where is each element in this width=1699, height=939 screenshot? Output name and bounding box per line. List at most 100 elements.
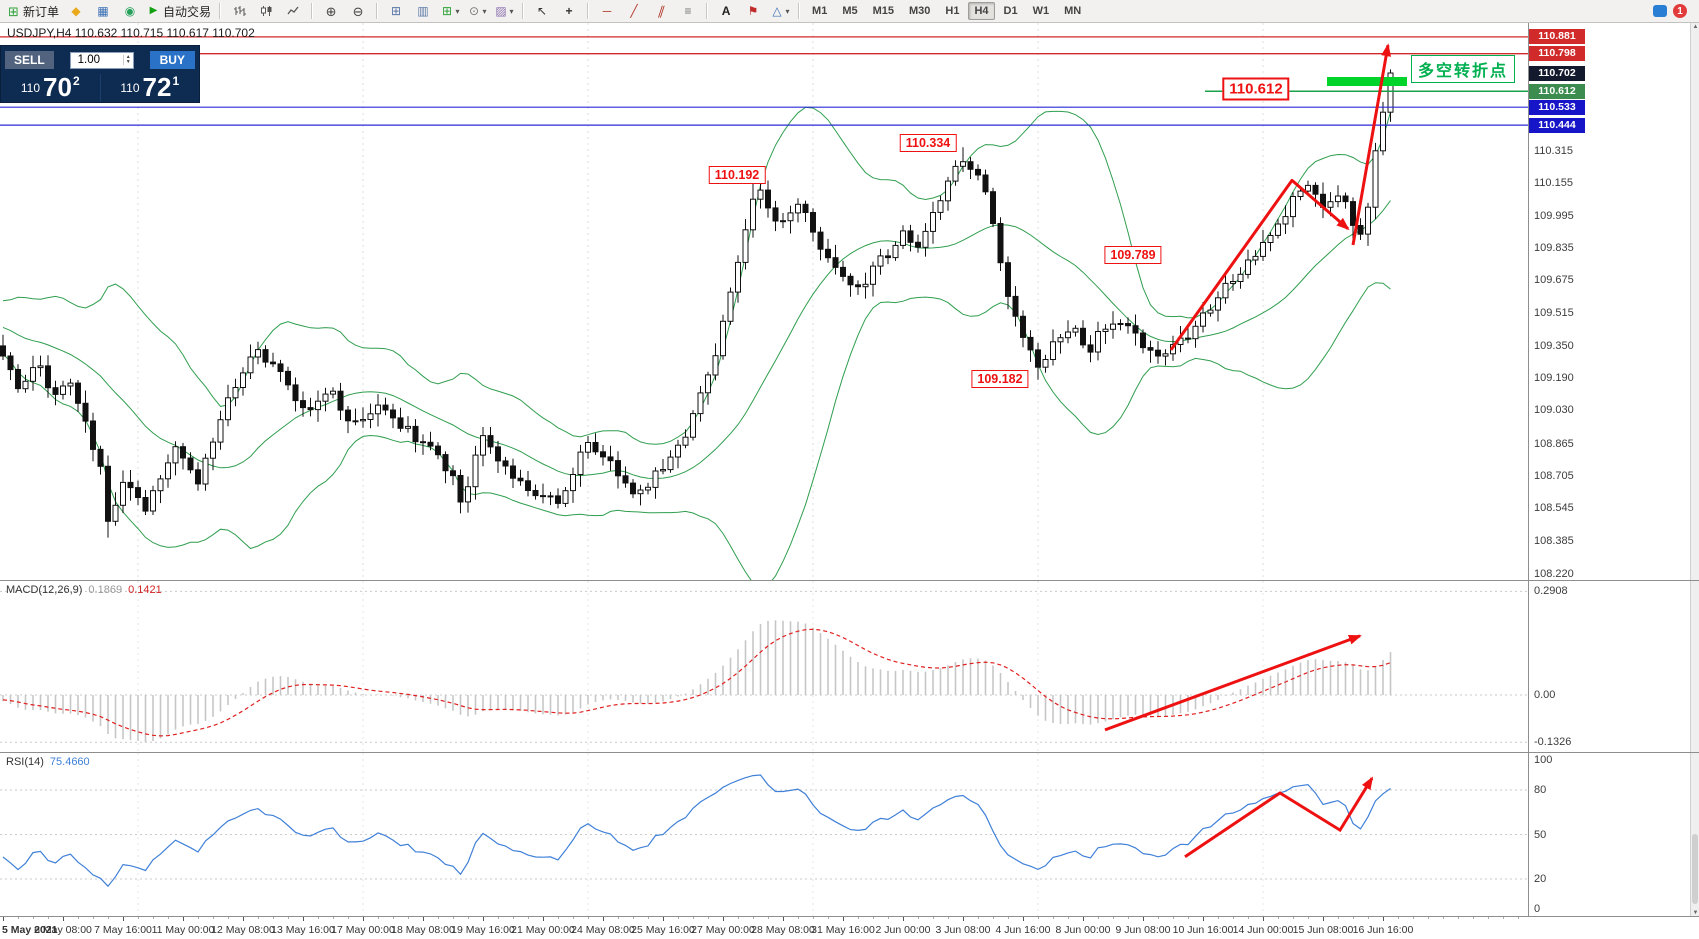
time-minor-tick — [1458, 917, 1459, 919]
timeframe-mn-button[interactable]: MN — [1064, 5, 1082, 17]
vertical-scrollbar[interactable]: ▲ ▼ — [1690, 23, 1699, 916]
new-order-button[interactable]: ⊞ 新订单 — [4, 2, 62, 21]
time-minor-tick — [948, 917, 949, 919]
scrollbar-thumb[interactable] — [1692, 834, 1698, 904]
time-tick — [783, 917, 784, 921]
time-minor-tick — [873, 917, 874, 919]
macd-trend-arrow[interactable] — [1104, 634, 1362, 732]
market-button[interactable]: ◆ — [63, 2, 89, 21]
time-minor-tick — [1038, 917, 1039, 919]
community-icon[interactable] — [1653, 5, 1667, 17]
time-axis-label: 13 May 16:00 — [271, 924, 335, 936]
time-minor-tick — [1368, 917, 1369, 919]
toolbar-separator — [522, 3, 525, 19]
time-tick — [603, 917, 604, 921]
macd-signal-line[interactable] — [2, 628, 1391, 737]
time-minor-tick — [273, 917, 274, 919]
sell-price-prefix: 110 — [20, 81, 41, 95]
templates-button[interactable]: ▨ ▾ — [491, 2, 517, 21]
time-tick — [1083, 917, 1084, 921]
time-minor-tick — [1428, 917, 1429, 919]
time-minor-tick — [108, 917, 109, 919]
time-minor-tick — [1218, 917, 1219, 919]
text-icon: A — [721, 4, 731, 18]
rsi-line[interactable] — [2, 774, 1391, 888]
time-minor-tick — [1338, 917, 1339, 919]
channel-button[interactable]: ∥ — [648, 2, 674, 21]
charts-window-button[interactable]: ▦ — [90, 2, 116, 21]
candles-icon — [260, 5, 273, 17]
rsi-trend-arrow[interactable] — [1184, 776, 1374, 858]
timeframe-w1-button[interactable]: W1 — [1032, 5, 1050, 17]
chart-area[interactable]: USDJPY,H4 110.632 110.715 110.617 110.70… — [0, 23, 1699, 939]
time-minor-tick — [918, 917, 919, 919]
timeframe-m15-button[interactable]: M15 — [872, 5, 894, 17]
time-minor-tick — [1398, 917, 1399, 919]
time-minor-tick — [1008, 917, 1009, 919]
buy-price[interactable]: 110 72 1 — [101, 74, 200, 102]
fibonacci-button[interactable]: ≡ — [675, 2, 701, 21]
trend-arrows[interactable] — [1169, 43, 1392, 351]
timeframe-m30-button[interactable]: M30 — [909, 5, 931, 17]
green-highlight-bar[interactable] — [1327, 77, 1407, 86]
trendline-button[interactable]: ╱ — [621, 2, 647, 21]
label-tool-button[interactable]: ⚑ — [740, 2, 766, 21]
timeframe-h1-button[interactable]: H1 — [945, 5, 960, 17]
time-minor-tick — [438, 917, 439, 919]
time-axis-label: 12 May 08:00 — [211, 924, 275, 936]
time-axis-label: 14 Jun 00:00 — [1232, 924, 1294, 936]
macd-panel[interactable] — [0, 581, 1699, 752]
time-minor-tick — [1188, 917, 1189, 919]
text-tool-button[interactable]: A — [713, 2, 739, 21]
main-price-chart[interactable] — [0, 23, 1699, 580]
scroll-down-arrow-icon[interactable]: ▼ — [1692, 910, 1699, 916]
volume-input[interactable]: 1.00 ▲ ▼ — [69, 51, 134, 69]
bar-chart-button[interactable] — [226, 2, 252, 21]
new-chart-icon: ⊞ — [441, 4, 453, 18]
new-chart-button[interactable]: ⊞ ▾ — [437, 2, 463, 21]
rsi-panel[interactable] — [0, 753, 1699, 916]
notification-badge[interactable]: 1 — [1673, 4, 1687, 18]
candle-chart-button[interactable] — [253, 2, 279, 21]
new-order-icon: ⊞ — [8, 3, 19, 19]
auto-trading-button[interactable]: ▶ 自动交易 — [144, 2, 214, 21]
time-axis-label: 5 May 2021 — [2, 924, 58, 936]
buy-button[interactable]: BUY — [149, 51, 195, 69]
profiles-button[interactable]: ⊙ ▾ — [464, 2, 490, 21]
timeframe-m5-button[interactable]: M5 — [842, 5, 858, 17]
candles-group[interactable] — [0, 69, 1394, 538]
crosshair-button[interactable]: + — [556, 2, 582, 21]
time-minor-tick — [453, 917, 454, 919]
algo-icon: ◉ — [124, 4, 136, 18]
horizontal-price-lines[interactable] — [0, 36, 1528, 126]
scroll-up-arrow-icon[interactable]: ▲ — [1692, 24, 1699, 30]
tile-windows-button[interactable]: ⊞ — [383, 2, 409, 21]
buy-price-big: 72 — [142, 72, 172, 102]
sell-price[interactable]: 110 70 2 — [1, 74, 101, 102]
cursor-button[interactable]: ↖ — [529, 2, 555, 21]
cursor-icon: ↖ — [537, 4, 548, 18]
time-tick — [843, 917, 844, 921]
panel-separator — [0, 752, 1699, 753]
zoom-in-button[interactable]: ⊕ — [318, 2, 344, 21]
hline-icon: ─ — [602, 4, 612, 18]
zoom-out-button[interactable]: ⊖ — [345, 2, 371, 21]
chart-window-icon: ▦ — [97, 4, 109, 18]
algo-trading-button[interactable]: ◉ — [117, 2, 143, 21]
volume-spinner[interactable]: ▲ ▼ — [122, 55, 133, 65]
shapes-button[interactable]: △ ▾ — [767, 2, 793, 21]
volume-value[interactable]: 1.00 — [77, 54, 101, 66]
toolbar-separator — [311, 3, 314, 19]
dropdown-caret-icon: ▾ — [509, 6, 514, 16]
timeframe-m1-button[interactable]: M1 — [812, 5, 828, 17]
time-minor-tick — [153, 917, 154, 919]
time-axis[interactable]: 5 May 2021 6 May 08:00 7 May 16:00 11 May 0… — [0, 916, 1699, 939]
horizontal-line-button[interactable]: ─ — [594, 2, 620, 21]
macd-histogram[interactable] — [2, 620, 1392, 743]
sell-button[interactable]: SELL — [5, 51, 54, 69]
timeframe-d1-button[interactable]: D1 — [1003, 5, 1018, 17]
timeframe-h4-button[interactable]: H4 — [968, 2, 995, 20]
arrange-windows-button[interactable]: ▥ — [410, 2, 436, 21]
line-chart-button[interactable] — [280, 2, 306, 21]
time-minor-tick — [738, 917, 739, 919]
